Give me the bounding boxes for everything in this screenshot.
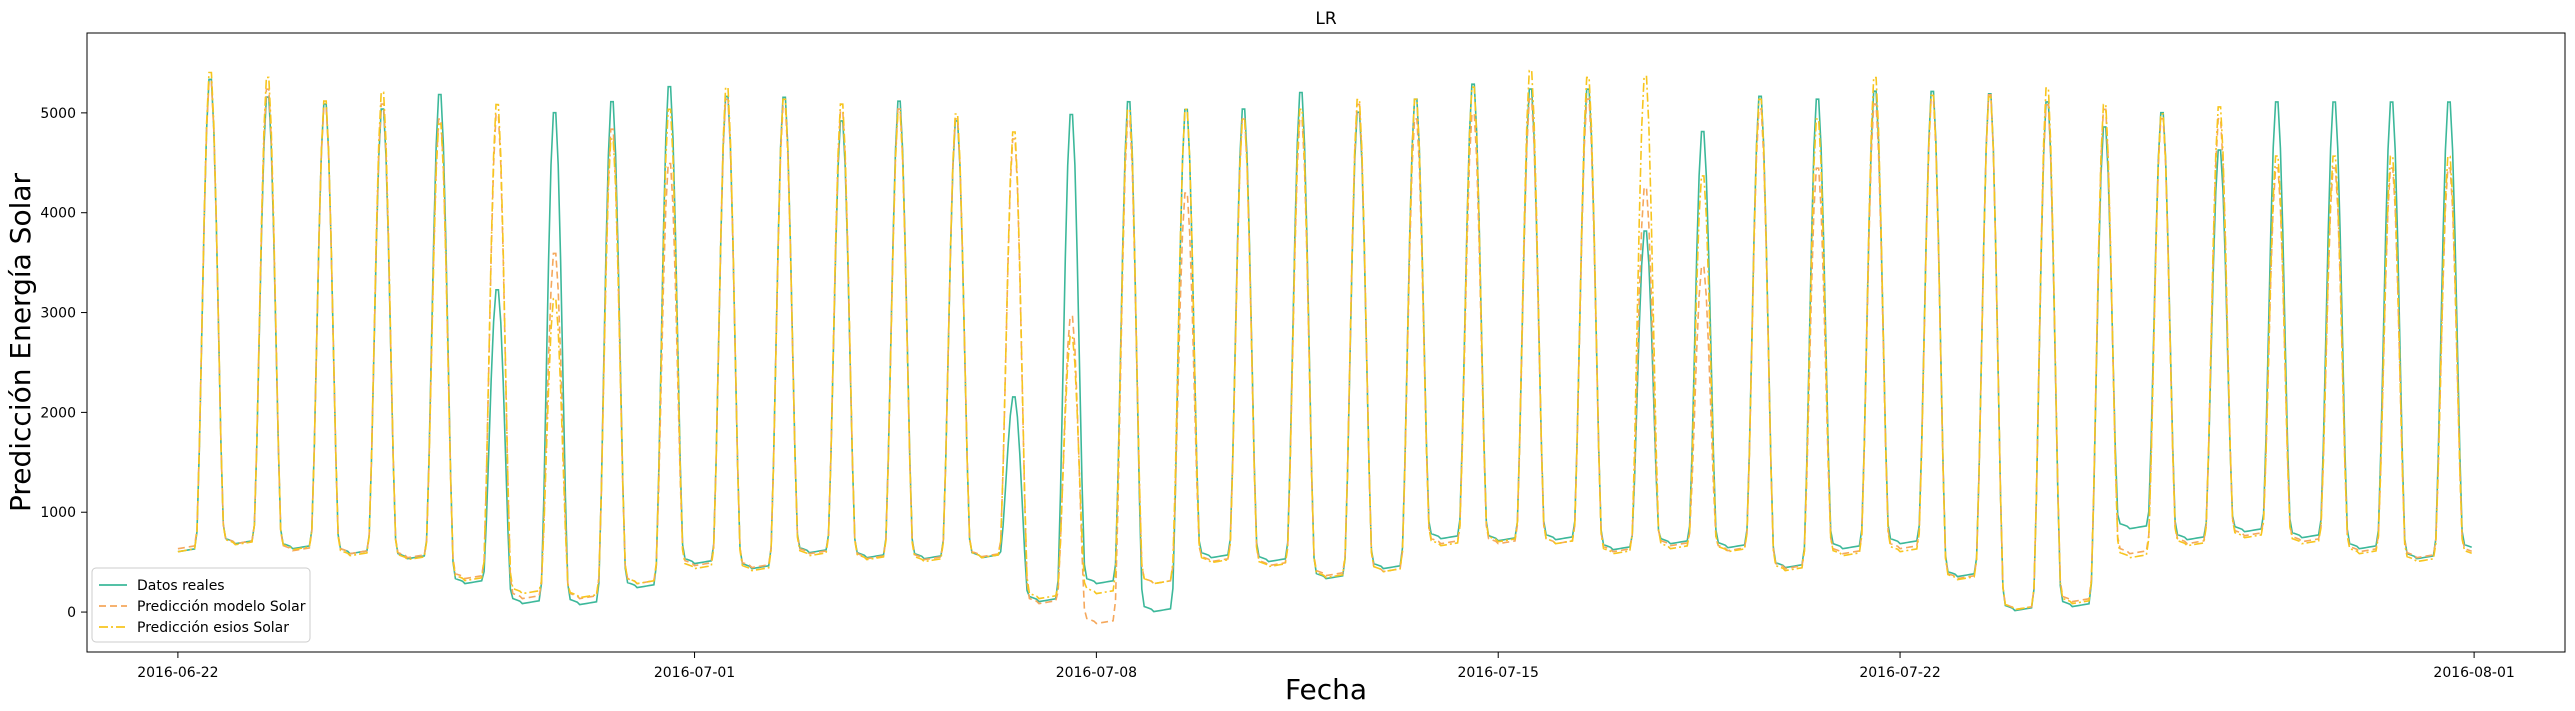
series-line-2 <box>177 80 2472 625</box>
y-tick-label: 4000 <box>40 206 76 222</box>
chart-title: LR <box>1315 9 1336 29</box>
x-axis: 2016-06-22 2016-07-01 2016-07-08 2016-07-15… <box>137 652 2515 681</box>
y-axis-label: Predicción Energía Solar <box>4 172 37 512</box>
x-tick-label: 2016-08-01 <box>2433 665 2514 681</box>
series-line-1 <box>177 78 2472 613</box>
plot-area <box>86 32 2566 653</box>
legend-label: Datos reales <box>137 578 225 594</box>
x-tick-label: 2016-07-22 <box>1859 665 1940 681</box>
legend-box <box>91 567 311 643</box>
y-tick-label: 3000 <box>40 306 76 322</box>
y-tick-label: 2000 <box>40 405 76 421</box>
x-tick-label: 2016-07-15 <box>1458 665 1539 681</box>
y-tick-label: 0 <box>67 605 76 621</box>
x-tick-label: 2016-07-08 <box>1056 665 1137 681</box>
x-tick-label: 2016-06-22 <box>137 665 218 681</box>
x-axis-label: Fecha <box>1285 673 1367 706</box>
legend: Datos reales Predicción modelo Solar Predi… <box>91 567 311 643</box>
y-axis: 0 1000 2000 3000 4000 5000 <box>40 106 87 621</box>
legend-label: Predicción esios Solar <box>137 620 289 636</box>
series-line-3 <box>177 69 2472 611</box>
x-tick-label: 2016-07-01 <box>654 665 735 681</box>
y-tick-label: 5000 <box>40 106 76 122</box>
series-lines <box>177 69 2472 625</box>
y-tick-label: 1000 <box>40 505 76 521</box>
legend-label: Predicción modelo Solar <box>137 599 306 615</box>
